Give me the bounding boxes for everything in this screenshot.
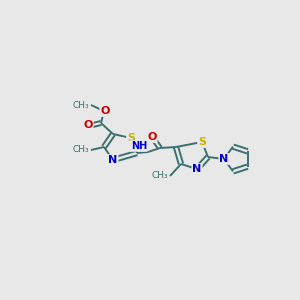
Text: CH₃: CH₃ xyxy=(152,172,168,181)
Text: S: S xyxy=(198,137,206,147)
Text: N: N xyxy=(192,164,202,174)
Text: CH₃: CH₃ xyxy=(72,100,89,109)
Text: O: O xyxy=(83,120,93,130)
Text: S: S xyxy=(127,133,135,143)
Text: NH: NH xyxy=(131,141,147,151)
Text: O: O xyxy=(147,132,157,142)
Text: N: N xyxy=(219,154,229,164)
Text: N: N xyxy=(108,155,118,165)
Text: O: O xyxy=(100,106,110,116)
Text: CH₃: CH₃ xyxy=(72,146,89,154)
